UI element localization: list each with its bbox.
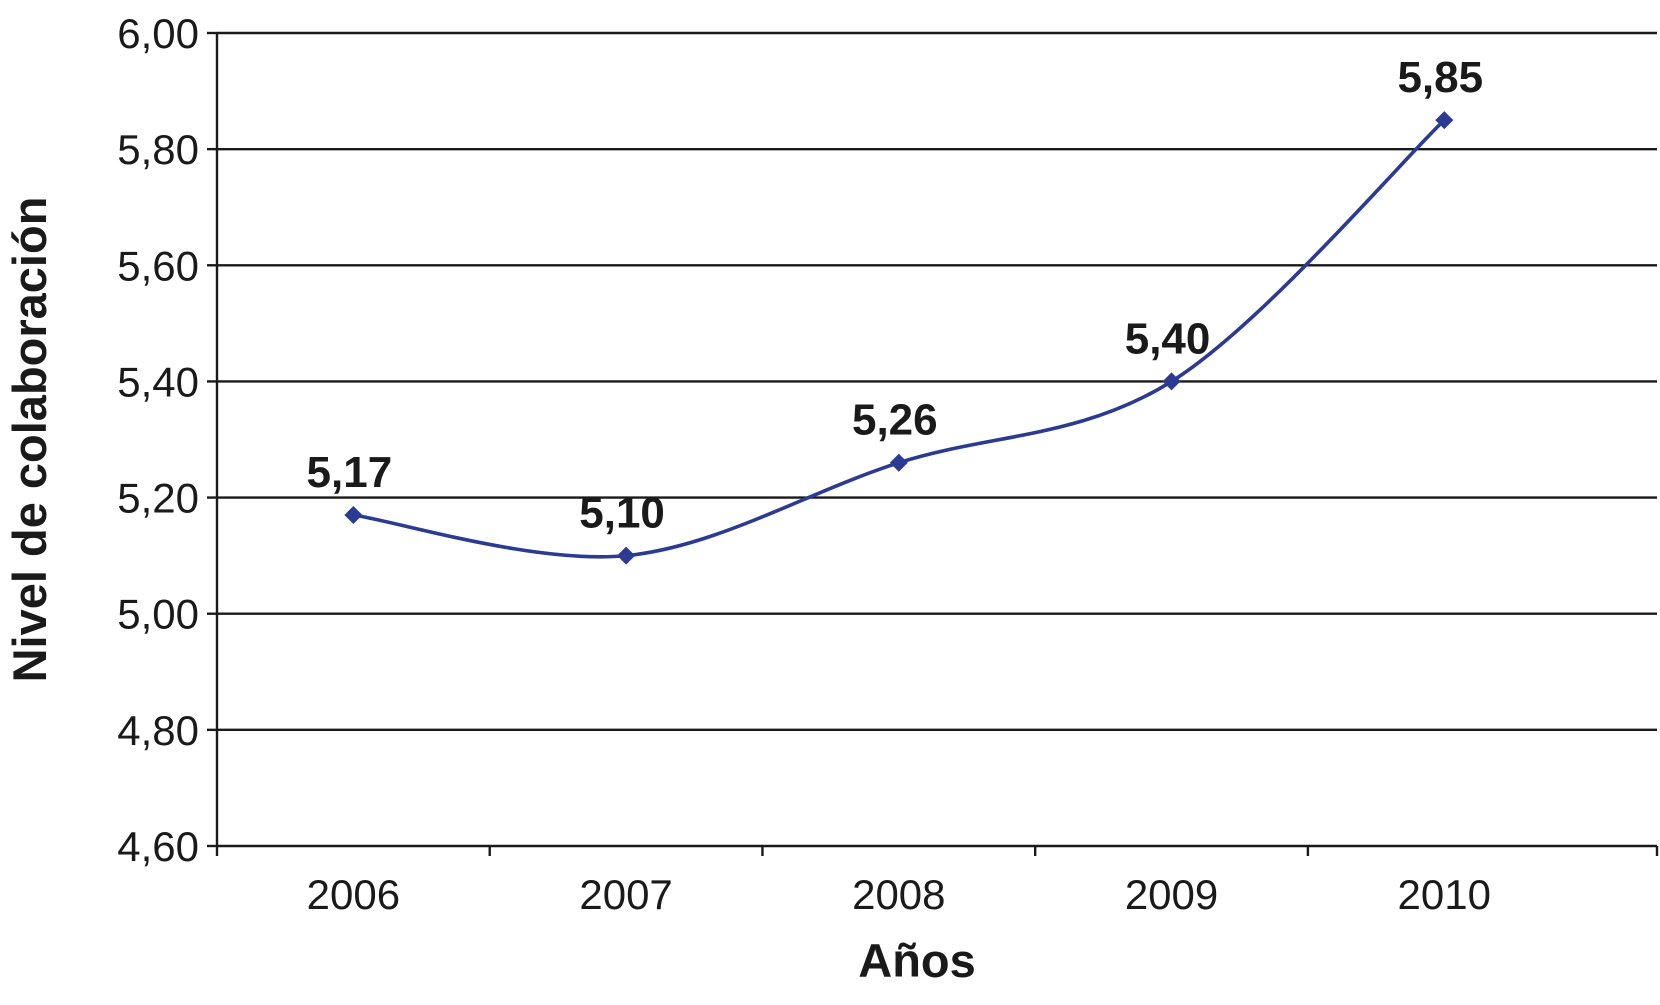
data-point-marker: [889, 453, 908, 472]
data-label: 5,85: [1397, 53, 1483, 102]
y-tick-label: 5,60: [117, 242, 199, 289]
gridlines: [217, 31, 1657, 732]
y-tick-label: 5,40: [117, 358, 199, 405]
y-tick-label: 5,00: [117, 591, 199, 638]
data-point-marker: [1162, 372, 1181, 391]
data-label: 5,26: [852, 396, 938, 445]
y-tick-label: 5,20: [117, 475, 199, 522]
y-tick-labels: 4,60 4,80 5,00 5,20 5,40 5,60 5,80 6,00: [117, 10, 199, 870]
x-tick-label: 2008: [852, 871, 945, 918]
data-label: 5,17: [307, 448, 393, 497]
series: [344, 111, 1454, 565]
data-label: 5,40: [1125, 314, 1211, 363]
x-tick-label: 2007: [579, 871, 672, 918]
x-tick-label: 2009: [1125, 871, 1218, 918]
data-label: 5,10: [579, 489, 665, 538]
y-axis-title: Nivel de colaboración: [3, 197, 56, 683]
data-labels: 5,17 5,10 5,26 5,40 5,85: [307, 53, 1484, 538]
x-tick-labels: 2006 2007 2008 2009 2010: [307, 871, 1491, 918]
y-tick-label: 6,00: [117, 10, 199, 57]
data-point-marker: [344, 505, 363, 524]
axes: [207, 31, 1659, 856]
data-point-marker: [617, 546, 636, 565]
x-tick-label: 2010: [1398, 871, 1491, 918]
y-tick-label: 5,80: [117, 126, 199, 173]
data-point-marker: [1435, 111, 1454, 130]
y-tick-label: 4,80: [117, 707, 199, 754]
series-line: [353, 118, 1446, 559]
y-tick-label: 4,60: [117, 823, 199, 870]
x-axis-title: Años: [858, 934, 976, 987]
x-tick-label: 2006: [307, 871, 400, 918]
